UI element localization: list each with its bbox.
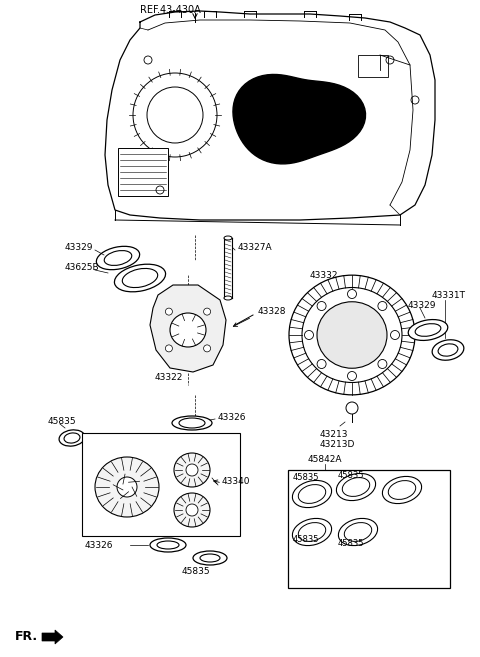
Text: 43322: 43322 — [155, 373, 183, 382]
Ellipse shape — [59, 430, 85, 446]
Ellipse shape — [292, 518, 332, 545]
Text: 43340: 43340 — [222, 478, 251, 486]
Circle shape — [391, 330, 399, 340]
Text: 43625B: 43625B — [65, 263, 100, 273]
Ellipse shape — [432, 340, 464, 360]
Ellipse shape — [96, 246, 140, 269]
Circle shape — [378, 359, 387, 369]
Polygon shape — [150, 285, 226, 372]
Circle shape — [186, 464, 198, 476]
Text: 45835: 45835 — [338, 472, 364, 480]
Circle shape — [317, 302, 326, 311]
Ellipse shape — [336, 474, 376, 501]
Ellipse shape — [147, 87, 203, 143]
Circle shape — [348, 371, 357, 380]
Text: 43328: 43328 — [258, 307, 287, 317]
Text: 43213
43213D: 43213 43213D — [320, 430, 355, 449]
Ellipse shape — [193, 551, 227, 565]
Text: 45835: 45835 — [48, 417, 77, 426]
Circle shape — [166, 345, 172, 352]
Ellipse shape — [383, 476, 421, 503]
Ellipse shape — [117, 477, 137, 497]
Circle shape — [317, 359, 326, 369]
Ellipse shape — [174, 453, 210, 487]
Circle shape — [348, 290, 357, 298]
Polygon shape — [42, 630, 63, 644]
Text: 45842A: 45842A — [308, 455, 343, 464]
Ellipse shape — [174, 493, 210, 527]
Text: 45835: 45835 — [338, 539, 364, 547]
Ellipse shape — [302, 288, 402, 382]
Circle shape — [186, 504, 198, 516]
Circle shape — [204, 345, 211, 352]
Ellipse shape — [224, 236, 232, 240]
Ellipse shape — [224, 296, 232, 300]
Circle shape — [378, 302, 387, 311]
Bar — [288, 470, 450, 588]
Ellipse shape — [172, 416, 212, 430]
Bar — [82, 433, 240, 536]
Ellipse shape — [150, 538, 186, 552]
Text: 43329: 43329 — [65, 244, 94, 252]
Text: 43327A: 43327A — [238, 244, 273, 252]
Text: 43329: 43329 — [408, 300, 436, 309]
Ellipse shape — [292, 480, 332, 508]
Circle shape — [204, 308, 211, 315]
Text: 43326: 43326 — [85, 541, 113, 549]
Ellipse shape — [408, 319, 448, 340]
Ellipse shape — [170, 313, 206, 347]
Ellipse shape — [95, 457, 159, 517]
Text: 43331T: 43331T — [432, 290, 466, 300]
Bar — [358, 55, 388, 77]
Text: 43332: 43332 — [310, 271, 338, 281]
Text: 45835: 45835 — [293, 474, 320, 482]
Text: REF.43-430A: REF.43-430A — [140, 5, 201, 15]
Polygon shape — [233, 74, 365, 164]
Circle shape — [346, 402, 358, 414]
Ellipse shape — [114, 264, 166, 292]
Ellipse shape — [338, 518, 378, 545]
Text: 45835: 45835 — [293, 535, 320, 545]
Text: FR.: FR. — [15, 631, 38, 643]
Bar — [118, 148, 168, 196]
Circle shape — [166, 308, 172, 315]
Text: 43326: 43326 — [218, 413, 247, 422]
Circle shape — [304, 330, 313, 340]
Text: 45835: 45835 — [182, 568, 210, 576]
Ellipse shape — [289, 275, 415, 395]
Ellipse shape — [317, 302, 387, 369]
